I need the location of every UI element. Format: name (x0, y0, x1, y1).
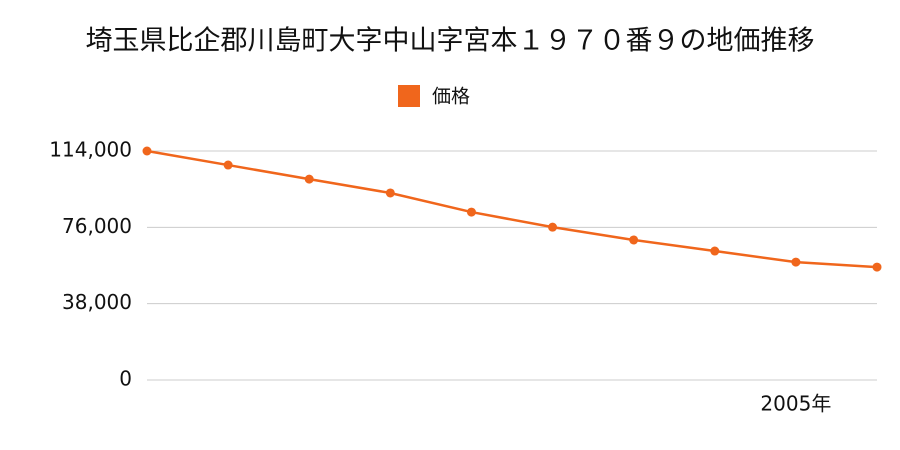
y-tick-label: 0 (119, 367, 132, 391)
point (304, 174, 314, 184)
point (710, 246, 720, 256)
point (466, 207, 476, 217)
point (791, 257, 801, 267)
point (385, 188, 395, 198)
point (142, 146, 152, 156)
point (629, 235, 639, 245)
point (872, 262, 882, 272)
line (146, 149, 878, 269)
y-tick-label: 114,000 (49, 138, 132, 162)
chart-title: 埼玉県比企郡川島町大字中山字宮本１９７０番９の地価推移 (86, 26, 815, 57)
point (223, 160, 233, 170)
legend-label: 価格 (432, 86, 470, 108)
point (548, 222, 558, 232)
y-tick-label: 38,000 (62, 290, 132, 314)
x-tick-label: 2005年 (760, 392, 831, 416)
legend-swatch (398, 85, 420, 107)
y-tick-label: 76,000 (62, 214, 132, 238)
